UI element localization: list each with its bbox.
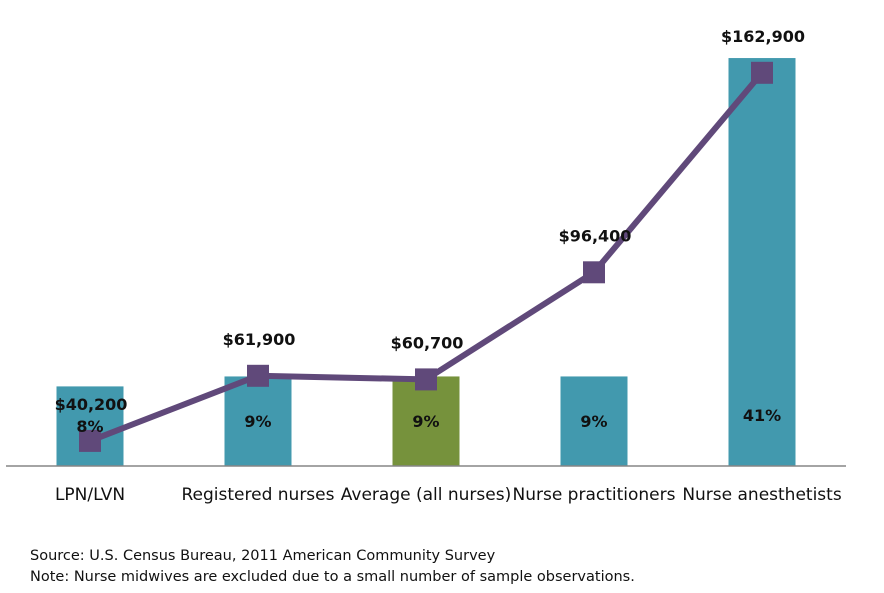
line-value-label: $162,900 [721, 27, 805, 46]
line-value-label: $40,200 [55, 395, 128, 414]
category-label: Average (all nurses) [341, 485, 511, 505]
labels-group: 8% LPN/LVN 9% Registered nurses 9% Average (a… [55, 27, 842, 505]
category-label: LPN/LVN [55, 485, 125, 505]
bar [224, 376, 292, 466]
footnote: Note: Nurse midwives are excluded due to… [30, 569, 635, 585]
line-marker [751, 61, 773, 84]
line-marker [415, 368, 437, 391]
category-label: Nurse anesthetists [682, 485, 842, 505]
bar [560, 376, 628, 466]
line-marker [79, 429, 101, 452]
bar [56, 386, 124, 466]
line-value-label: $60,700 [391, 333, 464, 352]
bars-group [56, 58, 796, 467]
line-value-label: $61,900 [223, 330, 296, 349]
bar-value-label: 8% [76, 417, 103, 436]
bar-value-label: 9% [412, 412, 439, 431]
category-label: Nurse practitioners [512, 485, 675, 505]
bar-value-label: 9% [580, 412, 607, 431]
chart-notes: Source: U.S. Census Bureau, 2011 America… [30, 546, 635, 588]
line-series-group [79, 61, 773, 452]
bar [728, 58, 796, 467]
bar-value-label: 9% [244, 412, 271, 431]
line-marker [247, 364, 269, 387]
line-marker [583, 261, 605, 284]
source-note: Source: U.S. Census Bureau, 2011 America… [30, 548, 496, 564]
bar [392, 376, 460, 466]
bar-value-label: 41% [743, 406, 781, 425]
chart: 8% LPN/LVN 9% Registered nurses 9% Average (a… [6, 27, 846, 505]
line-value-label: $96,400 [559, 226, 632, 245]
category-label: Registered nurses [182, 485, 335, 505]
